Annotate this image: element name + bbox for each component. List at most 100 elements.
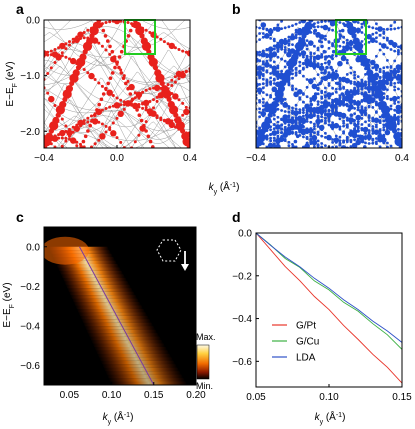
- weight-dot: [293, 110, 299, 116]
- weight-dot: [342, 121, 345, 125]
- weight-dot: [93, 78, 97, 81]
- weight-dot: [269, 83, 272, 86]
- weight-dot: [258, 126, 261, 130]
- weight-dot: [256, 82, 259, 88]
- weight-dot: [327, 20, 331, 23]
- weight-dot: [331, 138, 334, 141]
- weight-dot: [367, 90, 371, 94]
- weight-dot: [389, 77, 393, 81]
- weight-dot: [305, 120, 309, 123]
- weight-dot: [375, 40, 378, 43]
- weight-dot: [305, 127, 309, 131]
- weight-dot: [320, 145, 324, 148]
- series-line-g-cu: [256, 233, 402, 350]
- cone-dot: [62, 89, 72, 99]
- panel-c-frame: [43, 226, 197, 386]
- weight-dot: [60, 51, 64, 55]
- weight-dot: [340, 145, 347, 148]
- weight-dot: [338, 44, 342, 48]
- weight-dot: [287, 38, 291, 42]
- weight-dot: [181, 49, 185, 53]
- weight-dot: [348, 40, 354, 47]
- legend-label: LDA: [296, 353, 316, 364]
- weight-dot: [261, 69, 265, 72]
- weight-dot: [115, 116, 119, 120]
- weight-dot: [397, 87, 400, 91]
- weight-dot: [265, 78, 269, 82]
- cone-dot: [324, 55, 329, 59]
- weight-dot: [294, 145, 298, 148]
- weight-dot: [68, 40, 71, 44]
- weight-dot: [276, 125, 280, 129]
- weight-dot: [393, 108, 397, 112]
- weight-dot: [389, 65, 393, 68]
- cone-dot: [81, 139, 86, 144]
- weight-dot: [316, 143, 320, 147]
- weight-dot: [79, 124, 82, 128]
- weight-dot: [320, 101, 324, 104]
- weight-dot: [375, 125, 378, 129]
- cone-dot: [318, 39, 322, 43]
- weight-dot: [275, 26, 281, 32]
- weight-dot: [287, 25, 291, 29]
- cone-dot: [338, 86, 342, 91]
- cone-dot: [148, 57, 158, 67]
- cone-dot: [356, 129, 360, 133]
- weight-dot: [269, 72, 272, 75]
- weight-dot: [298, 122, 302, 126]
- weight-dot: [119, 140, 123, 144]
- cone-dot: [260, 128, 266, 134]
- weight-dot: [155, 114, 159, 118]
- band-line: [92, 109, 132, 148]
- weight-dot: [272, 132, 276, 135]
- weight-dot: [389, 41, 393, 44]
- weight-dot: [389, 81, 393, 84]
- weight-dot: [313, 136, 316, 140]
- band-line: [44, 38, 190, 76]
- weight-dot: [280, 131, 283, 134]
- cone-dot: [291, 145, 295, 148]
- weight-dot: [57, 53, 61, 57]
- weight-dot: [327, 137, 331, 141]
- weight-dot: [300, 50, 307, 56]
- x-tick-label: 0.05: [246, 392, 266, 403]
- weight-dot: [364, 112, 367, 116]
- weight-dot: [272, 73, 276, 76]
- weight-dot: [283, 97, 287, 101]
- weight-dot: [269, 65, 272, 69]
- weight-dot: [269, 133, 272, 136]
- weight-dot: [375, 27, 378, 30]
- weight-dot: [168, 42, 175, 50]
- weight-dot: [324, 131, 327, 135]
- weight-dot: [159, 37, 163, 41]
- weight-dot: [302, 20, 305, 23]
- weight-dot: [111, 121, 115, 125]
- weight-dot: [261, 35, 265, 39]
- cone-dot: [186, 144, 190, 148]
- cone-dot: [128, 92, 133, 96]
- weight-dot: [64, 129, 68, 133]
- weight-dot: [320, 25, 324, 29]
- weight-dot: [399, 79, 402, 85]
- weight-dot: [377, 79, 383, 86]
- cone-dot: [256, 137, 264, 147]
- weight-dot: [177, 98, 181, 102]
- cone-dot: [288, 57, 298, 67]
- weight-dot: [261, 86, 265, 90]
- weight-dot: [267, 52, 274, 59]
- weight-dot: [393, 85, 397, 89]
- cone-dot: [95, 108, 99, 112]
- intensity-strip: [65, 284, 132, 289]
- weight-dot: [99, 133, 106, 140]
- weight-dot: [338, 117, 342, 121]
- weight-dot: [334, 69, 338, 73]
- weight-dot: [57, 136, 61, 140]
- panel-d-legend: G/Pt G/Cu LDA: [272, 321, 319, 364]
- weight-dot: [375, 54, 378, 58]
- weight-dot: [302, 61, 305, 65]
- weight-dot: [378, 119, 382, 122]
- weight-dot: [356, 92, 360, 95]
- weight-dot: [283, 139, 287, 143]
- weight-dot: [261, 66, 265, 70]
- weight-dot: [280, 101, 283, 105]
